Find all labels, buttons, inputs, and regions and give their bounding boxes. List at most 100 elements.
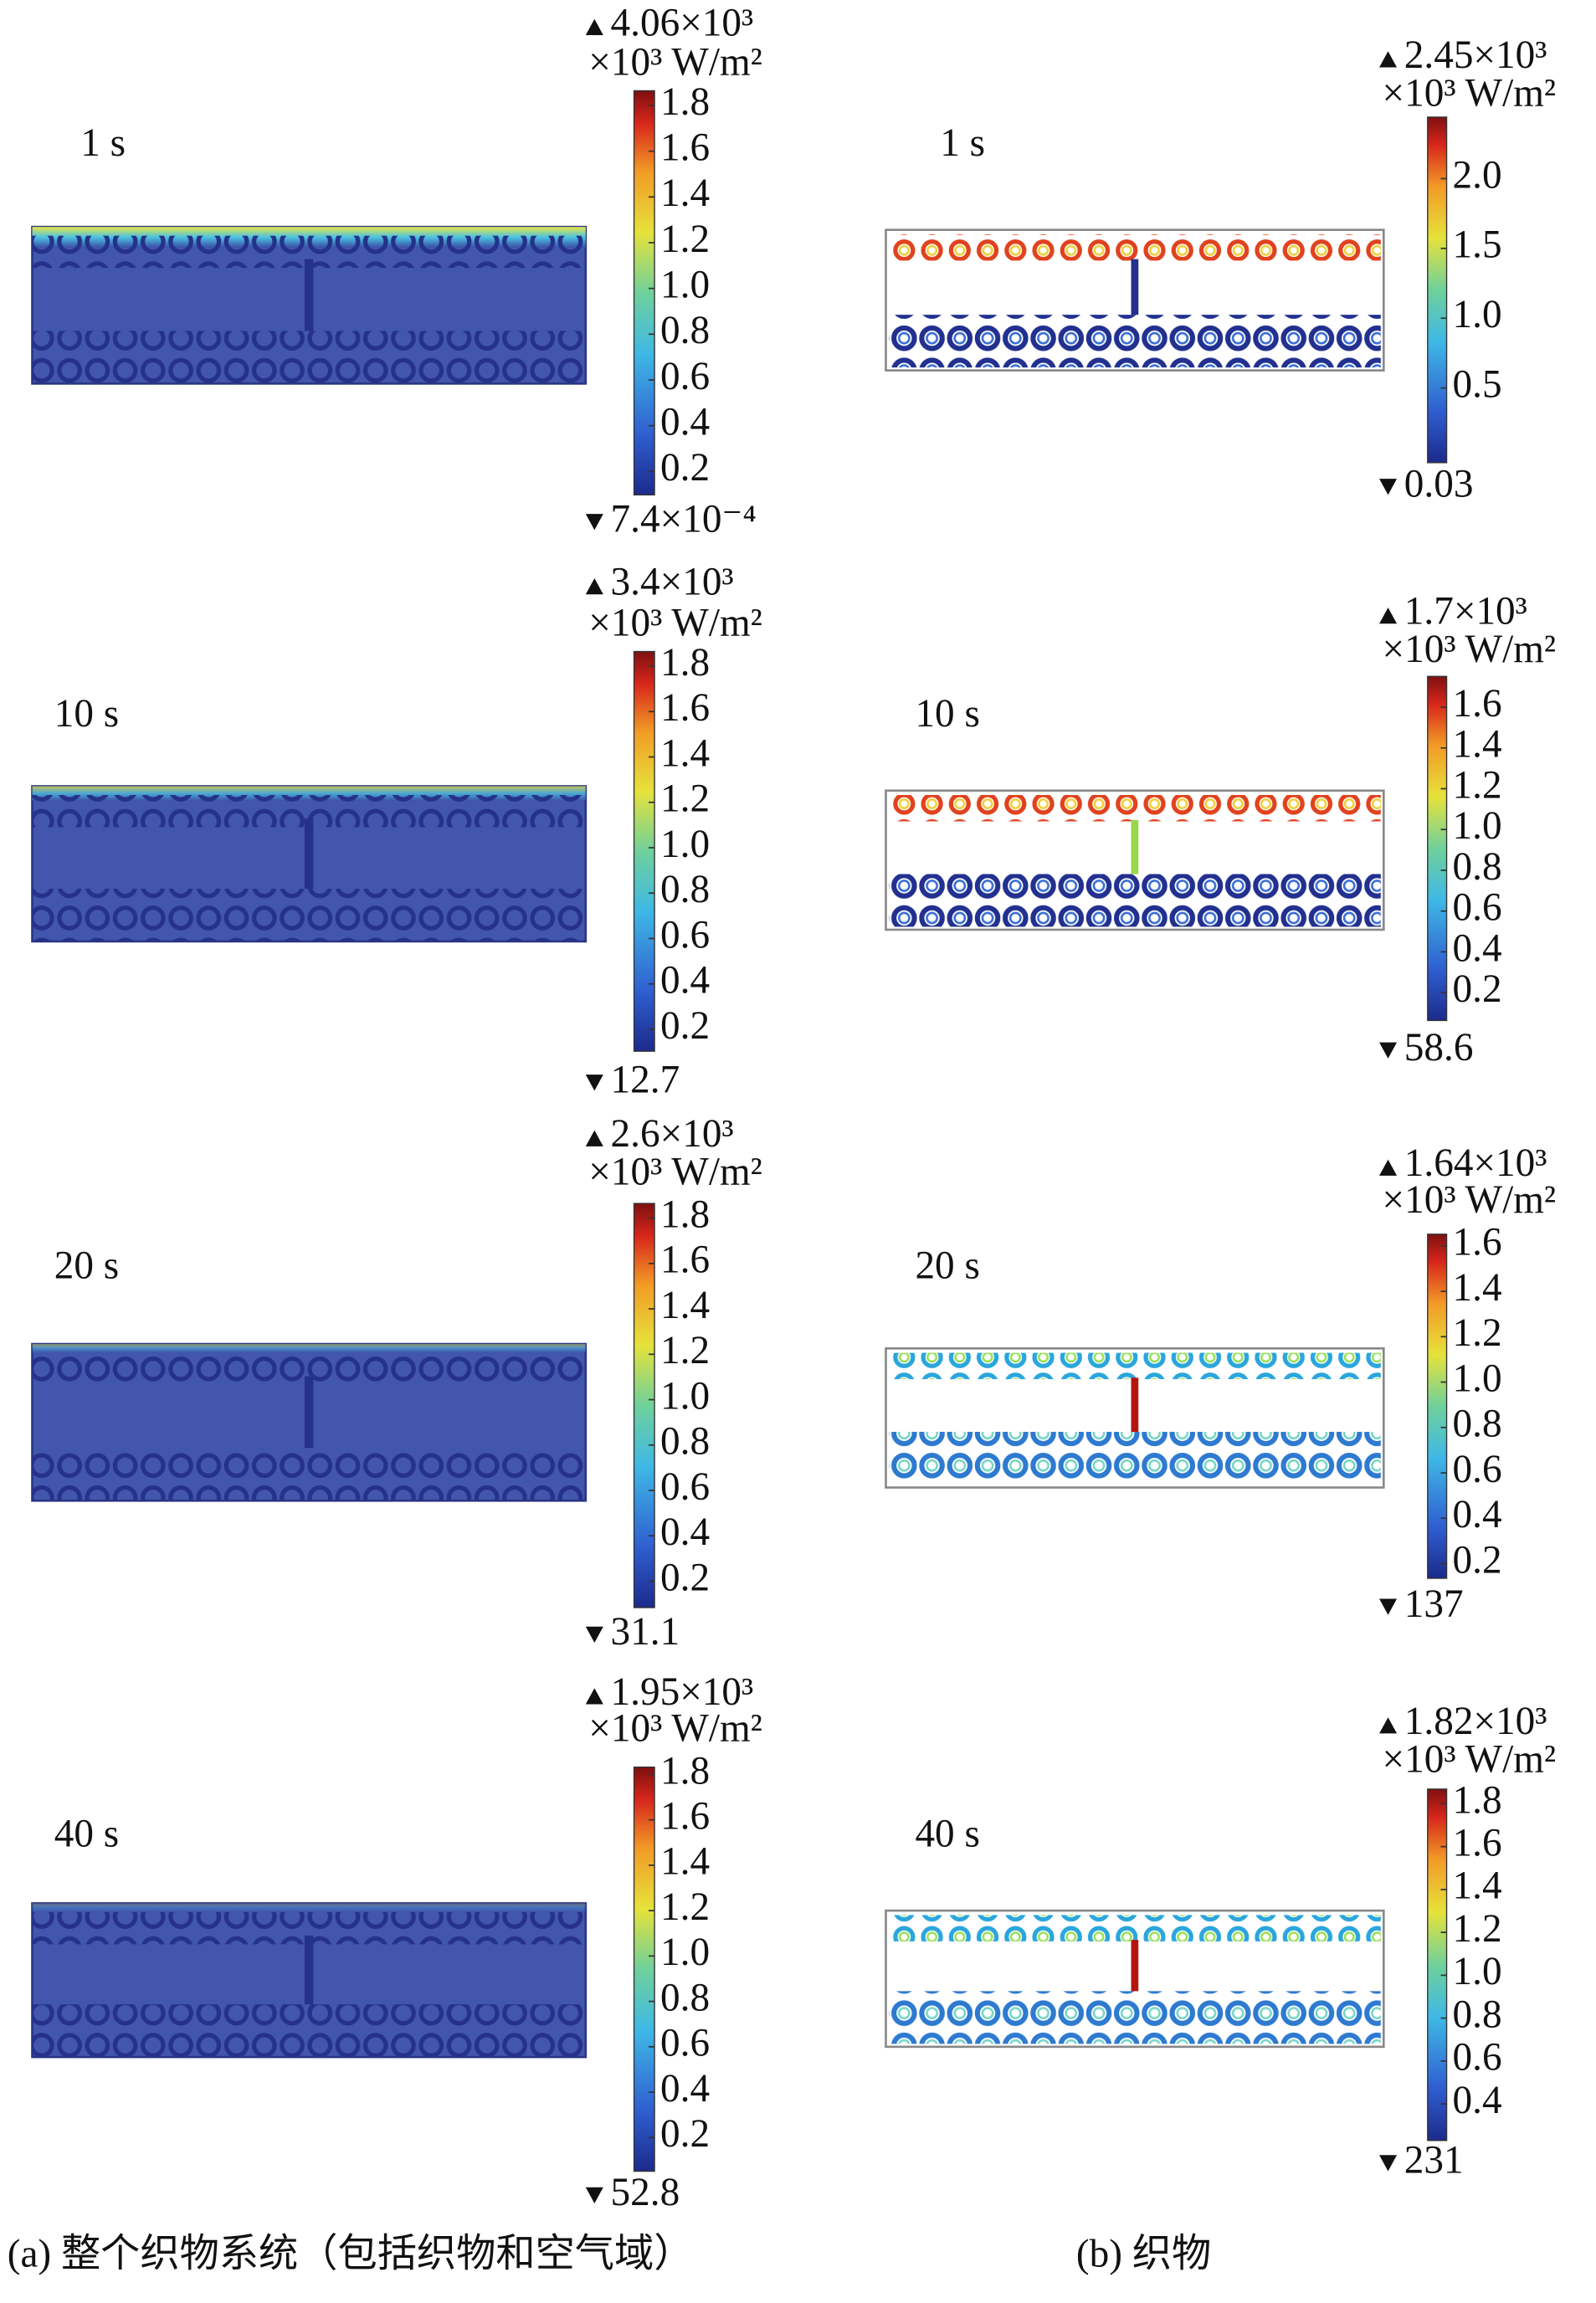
colorbar-tick-label: 1.4 (1453, 723, 1502, 767)
min-marker (585, 1626, 603, 1643)
colorbar-tick-label: 0.4 (1453, 2079, 1502, 2122)
heated-surface (32, 1903, 586, 1912)
unit-label: ×10³ W/m² (588, 41, 762, 85)
unit-label: ×10³ W/m² (1383, 628, 1557, 671)
max-label: 2.45×10³ (1404, 33, 1547, 77)
colorbar-tick-label: 0.4 (660, 1511, 710, 1554)
colorbar-tick-label: 1.8 (1453, 1778, 1502, 1822)
colorbar-tick-label: 1.4 (660, 731, 710, 775)
colorbar-tick-label: 0.4 (660, 401, 710, 444)
colorbar-tick-label: 1.2 (1453, 763, 1502, 807)
colorbar-tick-label: 1.4 (660, 1840, 710, 1884)
colorbar-tick-label: 0.6 (660, 2022, 710, 2065)
max-label: 1.82×10³ (1404, 1700, 1547, 1743)
colorbar-tick-label: 1.0 (1453, 1950, 1502, 1993)
colorbar-tick-label: 0.8 (660, 868, 710, 911)
colorbar (633, 90, 655, 496)
time-label: 1 s (940, 121, 985, 165)
colorbar-tick-label: 1.8 (660, 641, 710, 685)
colorbar-tick-label: 0.8 (660, 309, 710, 352)
time-label: 40 s (915, 1812, 979, 1855)
max-label: 1.95×10³ (611, 1670, 754, 1714)
colorbar-tick-label: 0.8 (660, 1420, 710, 1464)
colorbar (633, 1203, 655, 1608)
max-label: 4.06×10³ (611, 1, 754, 44)
min-marker (585, 514, 603, 531)
bottom-fabric (888, 874, 1381, 927)
colorbar-tick-label: 0.4 (660, 959, 710, 1003)
colorbar (1427, 1788, 1448, 2141)
min-label: 58.6 (1404, 1026, 1474, 1069)
bottom-fabric (32, 1448, 586, 1501)
colorbar-tick-label: 2.0 (1453, 153, 1502, 197)
spacer-yarn (304, 1935, 314, 2005)
time-label: 1 s (80, 121, 126, 165)
colorbar-tick-label: 0.5 (1453, 362, 1502, 406)
spacer-yarn (304, 259, 314, 331)
min-marker (1379, 1598, 1398, 1615)
colorbar-tick-label: 0.6 (660, 1465, 710, 1509)
min-label: 0.03 (1404, 462, 1474, 505)
colorbar (633, 1766, 655, 2172)
max-marker (1379, 1159, 1398, 1176)
colorbar-tick-label: 1.8 (660, 1193, 710, 1236)
bottom-fabric (32, 888, 586, 941)
colorbar-tick-label: 1.0 (1453, 804, 1502, 848)
colorbar-tick-label: 0.6 (1453, 886, 1502, 930)
spacer-yarn (1131, 259, 1139, 315)
colorbar-tick-label: 1.2 (660, 218, 710, 261)
colorbar-tick-label: 1.6 (1453, 1221, 1502, 1264)
time-label: 20 s (915, 1244, 979, 1288)
min-marker (1379, 479, 1398, 495)
min-label: 7.4×10⁻⁴ (611, 497, 757, 541)
top-fabric (888, 794, 1381, 822)
colorbar-tick-label: 0.2 (660, 2112, 710, 2156)
max-marker (585, 1130, 603, 1146)
colorbar-tick-label: 0.6 (660, 913, 710, 957)
spacer-yarn (1131, 819, 1139, 875)
colorbar-tick-label: 1.0 (660, 263, 710, 306)
colorbar-tick-label: 0.2 (660, 1556, 710, 1599)
colorbar-tick-label: 0.8 (660, 1976, 710, 2019)
time-label: 10 s (915, 692, 979, 736)
max-label: 2.6×10³ (611, 1112, 734, 1156)
colorbar-tick-label: 1.5 (1453, 223, 1502, 267)
max-marker (585, 18, 603, 35)
colorbar-tick-label: 0.4 (660, 2067, 710, 2111)
colorbar-tick-label: 0.4 (1453, 1493, 1502, 1536)
min-label: 137 (1404, 1582, 1464, 1626)
min-label: 231 (1404, 2139, 1464, 2182)
colorbar-tick-label: 1.4 (660, 172, 710, 215)
unit-label: ×10³ W/m² (588, 1151, 762, 1194)
min-label: 52.8 (611, 2171, 680, 2214)
max-marker (1379, 1717, 1398, 1734)
colorbar (1427, 116, 1448, 464)
unit-label: ×10³ W/m² (588, 602, 762, 645)
caption-a: (a) 整个织物系统（包括织物和空气域） (8, 2233, 694, 2276)
colorbar-tick-label: 1.4 (1453, 1864, 1502, 1908)
max-marker (1379, 51, 1398, 68)
colorbar-tick-label: 0.8 (1453, 845, 1502, 889)
max-label: 1.7×10³ (1404, 590, 1527, 633)
colorbar-tick-label: 1.4 (1453, 1266, 1502, 1310)
min-marker (585, 1075, 603, 1091)
colorbar-tick-label: 1.2 (1453, 1311, 1502, 1355)
bottom-fabric (888, 1991, 1381, 2044)
colorbar-tick-label: 0.2 (660, 1004, 710, 1048)
colorbar-tick-label: 1.2 (1453, 1907, 1502, 1951)
spacer-yarn (1131, 1377, 1139, 1433)
time-label: 10 s (54, 692, 119, 736)
colorbar-tick-label: 1.4 (660, 1284, 710, 1327)
colorbar-tick-label: 1.8 (660, 1749, 710, 1793)
spacer-yarn (304, 818, 314, 889)
colorbar-tick-label: 0.6 (660, 355, 710, 398)
unit-label: ×10³ W/m² (1383, 71, 1557, 115)
colorbar-tick-label: 1.8 (660, 80, 710, 124)
bottom-fabric (888, 315, 1381, 368)
colorbar-tick-label: 1.6 (660, 1795, 710, 1839)
colorbar-tick-label: 1.0 (660, 1931, 710, 1974)
colorbar-tick-label: 1.2 (660, 1329, 710, 1372)
colorbar-tick-label: 0.2 (1453, 1538, 1502, 1582)
